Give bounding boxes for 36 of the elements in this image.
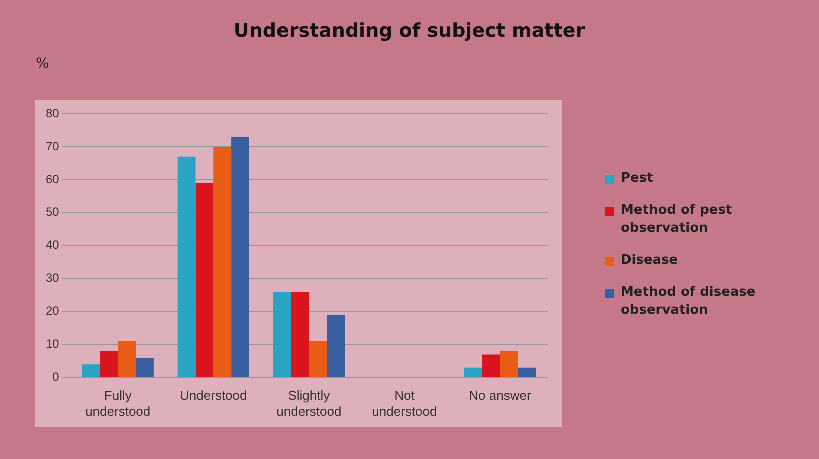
bar [178, 156, 196, 378]
x-tick-label: Slightly understood [276, 388, 342, 419]
bar [82, 364, 100, 378]
bar [118, 342, 136, 378]
x-tick-label: No answer [469, 388, 532, 404]
y-tick-label: 60 [46, 172, 60, 186]
y-tick-label: 70 [46, 139, 60, 154]
legend-label: Pest [621, 171, 654, 186]
y-tick-label: 10 [46, 337, 60, 352]
bar [196, 183, 214, 378]
chart-title: Understanding of subject matter [232, 20, 586, 42]
bar [518, 368, 536, 378]
bar [500, 351, 518, 378]
bar [464, 368, 482, 378]
bar [309, 342, 328, 378]
y-tick-label: 80 [46, 106, 60, 120]
y-axis-title: % [36, 56, 50, 72]
y-tick-label: 50 [46, 205, 60, 220]
y-tick-label: 40 [46, 238, 60, 252]
bar [100, 351, 118, 378]
bar [136, 358, 154, 378]
legend-label: Disease [621, 253, 678, 268]
y-tick-label: 30 [46, 271, 60, 286]
x-tick-label: Understood [180, 388, 248, 404]
bar [214, 146, 232, 378]
y-tick-label: 20 [46, 304, 60, 318]
legend-label: Method of pest observation [621, 203, 732, 236]
bar [232, 137, 250, 378]
y-tick-label: 0 [52, 370, 60, 384]
x-tick-label: Fully understood [86, 388, 151, 419]
x-tick-label: Not understood [372, 388, 438, 419]
bar [327, 315, 345, 378]
bar [482, 354, 500, 378]
bar [291, 292, 310, 378]
legend-label: Method of disease observation [621, 285, 756, 318]
bar [273, 292, 292, 378]
